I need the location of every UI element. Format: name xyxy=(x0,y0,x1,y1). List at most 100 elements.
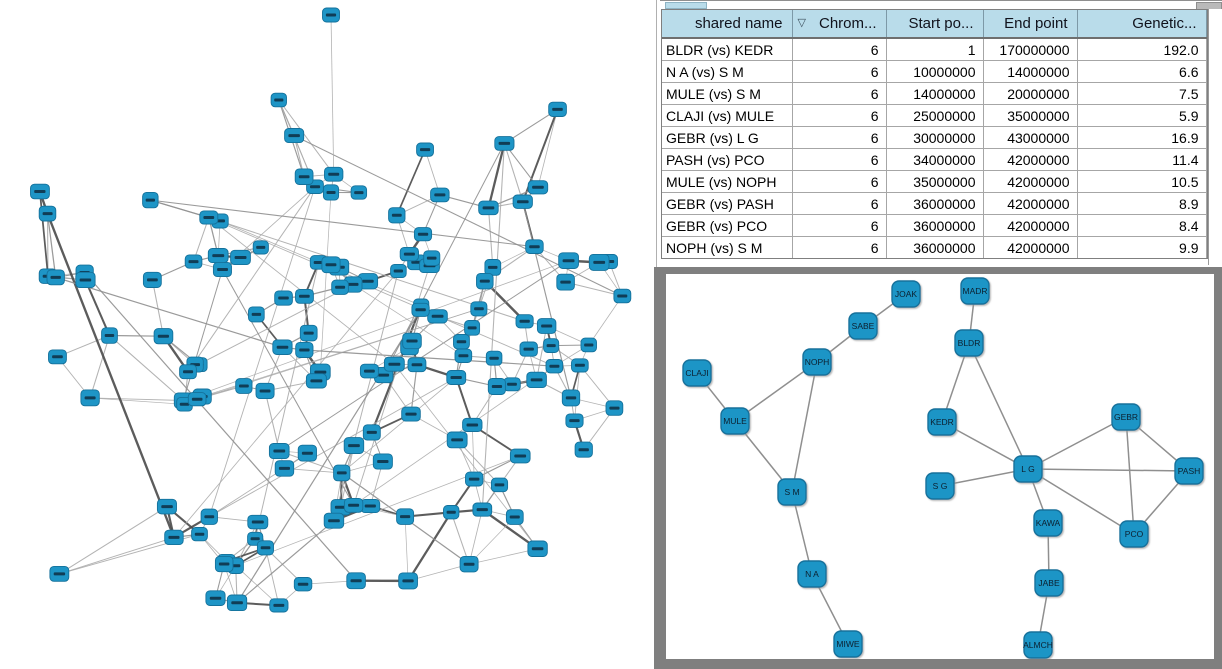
network-edge[interactable] xyxy=(468,509,483,565)
cell-shared-name[interactable]: BLDR (vs) KEDR xyxy=(662,37,793,61)
network-node[interactable] xyxy=(268,443,290,460)
network-node[interactable] xyxy=(48,349,67,365)
table-row[interactable]: BLDR (vs) KEDR 6 1 170000000 192.0 xyxy=(662,37,1207,61)
network-node[interactable] xyxy=(605,400,624,416)
cell-end-point[interactable]: 42000000 xyxy=(983,192,1078,215)
network-node[interactable] xyxy=(472,502,493,517)
cell-end-point[interactable]: 14000000 xyxy=(983,60,1078,83)
network-node[interactable] xyxy=(284,128,305,144)
network-node[interactable] xyxy=(142,271,162,288)
network-node-GEBR[interactable]: GEBR xyxy=(1111,403,1141,431)
network-edge-LG-PASH[interactable] xyxy=(1027,468,1190,472)
overview-network-canvas[interactable] xyxy=(0,0,656,669)
cell-chromosome[interactable]: 6 xyxy=(792,170,887,193)
network-node[interactable] xyxy=(295,288,314,304)
network-node-JOAK[interactable]: JOAK xyxy=(891,280,921,308)
table-row[interactable]: N A (vs) S M 6 10000000 14000000 6.6 xyxy=(662,60,1207,83)
cell-end-point[interactable]: 170000000 xyxy=(983,37,1078,61)
network-node[interactable] xyxy=(321,256,341,274)
network-edge[interactable] xyxy=(90,397,185,405)
network-node[interactable] xyxy=(323,512,345,529)
network-node-MIWE[interactable]: MIWE xyxy=(833,630,863,658)
network-edge-LG-GEBR[interactable] xyxy=(1027,416,1127,470)
network-node[interactable] xyxy=(396,508,415,525)
network-edge-NOPH-SM[interactable] xyxy=(791,361,818,493)
network-node[interactable] xyxy=(362,424,381,441)
cell-start-point[interactable]: 34000000 xyxy=(886,148,984,171)
cell-start-point[interactable]: 36000000 xyxy=(886,214,984,237)
network-node[interactable] xyxy=(430,187,450,203)
network-edge[interactable] xyxy=(278,99,335,175)
cell-shared-name[interactable]: GEBR (vs) L G xyxy=(662,126,793,149)
network-node[interactable] xyxy=(465,471,484,487)
cell-shared-name[interactable]: PASH (vs) PCO xyxy=(662,148,793,171)
network-edge[interactable] xyxy=(330,14,335,175)
cell-shared-name[interactable]: CLAJI (vs) MULE xyxy=(662,104,793,127)
network-node-PCO[interactable]: PCO xyxy=(1119,520,1149,548)
network-node[interactable] xyxy=(446,370,467,385)
network-node[interactable] xyxy=(574,441,593,458)
detail-network-canvas[interactable]: JOAK SABE NOPH CLAJI MULE S M N A MIWE MADR BLDR K… xyxy=(666,274,1214,659)
network-node[interactable] xyxy=(295,341,314,358)
network-node[interactable] xyxy=(179,364,197,380)
network-node[interactable] xyxy=(274,460,295,477)
network-node[interactable] xyxy=(423,250,441,266)
network-edge[interactable] xyxy=(481,508,539,550)
cell-start-point[interactable]: 36000000 xyxy=(886,192,984,215)
network-node[interactable] xyxy=(613,288,632,304)
network-node-PASH[interactable]: PASH xyxy=(1174,457,1204,485)
network-node[interactable] xyxy=(350,185,368,200)
cell-chromosome[interactable]: 6 xyxy=(792,192,887,215)
cell-end-point[interactable]: 42000000 xyxy=(983,170,1078,193)
network-edge[interactable] xyxy=(352,284,464,357)
network-node[interactable] xyxy=(270,92,287,108)
network-node[interactable] xyxy=(503,377,521,392)
table-row[interactable]: GEBR (vs) PASH 6 36000000 42000000 8.9 xyxy=(662,192,1207,215)
table-row[interactable]: MULE (vs) NOPH 6 35000000 42000000 10.5 xyxy=(662,170,1207,193)
network-node-CLAJI[interactable]: CLAJI xyxy=(682,359,712,387)
table-row[interactable]: CLAJI (vs) MULE 6 25000000 35000000 5.9 xyxy=(662,104,1207,127)
network-edge[interactable] xyxy=(487,207,494,268)
network-edge[interactable] xyxy=(455,377,474,426)
network-node[interactable] xyxy=(200,508,218,525)
network-node[interactable] xyxy=(411,302,430,317)
network-edge[interactable] xyxy=(222,269,355,506)
network-node[interactable] xyxy=(453,334,470,350)
network-node[interactable] xyxy=(212,261,232,278)
network-node[interactable] xyxy=(293,577,313,592)
scrollbar-thumb[interactable] xyxy=(665,2,707,9)
network-edge[interactable] xyxy=(481,143,505,510)
cell-shared-name[interactable]: NOPH (vs) S M xyxy=(662,236,793,258)
network-node[interactable] xyxy=(294,168,314,185)
network-node[interactable] xyxy=(490,477,509,493)
network-node[interactable] xyxy=(383,356,405,372)
network-node[interactable] xyxy=(199,210,219,225)
network-edge[interactable] xyxy=(90,397,184,401)
network-node[interactable] xyxy=(470,301,488,317)
network-node[interactable] xyxy=(299,324,318,342)
cell-genetic[interactable]: 8.9 xyxy=(1077,192,1207,215)
network-edge[interactable] xyxy=(396,149,426,216)
network-node[interactable] xyxy=(398,572,418,590)
network-node[interactable] xyxy=(388,207,406,224)
vertical-scrollbar-track[interactable] xyxy=(1208,9,1222,265)
network-node[interactable] xyxy=(526,371,547,389)
cell-genetic[interactable]: 9.9 xyxy=(1077,236,1207,258)
network-node[interactable] xyxy=(527,180,549,195)
network-node[interactable] xyxy=(515,314,534,329)
network-edge[interactable] xyxy=(407,563,470,582)
network-edge[interactable] xyxy=(46,213,57,278)
cell-start-point[interactable]: 14000000 xyxy=(886,82,984,105)
network-node[interactable] xyxy=(427,309,448,324)
network-node[interactable] xyxy=(372,453,393,470)
cell-start-point[interactable]: 25000000 xyxy=(886,104,984,127)
network-edge[interactable] xyxy=(198,283,354,366)
network-edge[interactable] xyxy=(341,377,457,474)
network-edge-BLDR-LG[interactable] xyxy=(968,342,1029,470)
network-node[interactable] xyxy=(255,382,275,400)
network-node[interactable] xyxy=(46,269,65,286)
network-edge[interactable] xyxy=(89,335,111,399)
network-node[interactable] xyxy=(30,183,50,200)
network-edge[interactable] xyxy=(183,260,569,401)
network-node[interactable] xyxy=(80,389,100,407)
